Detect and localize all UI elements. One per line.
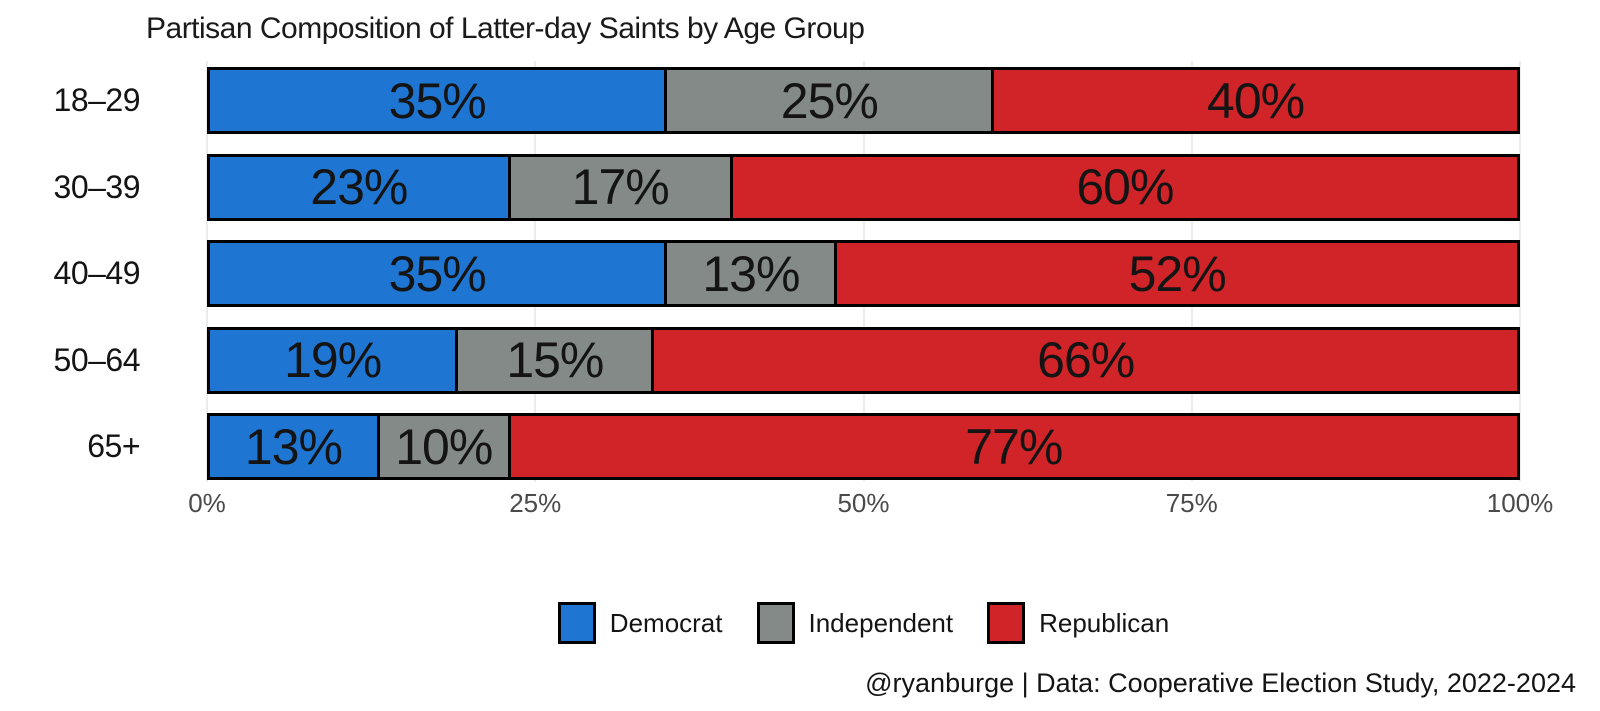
bar-segment-democrat: 19% [210,329,459,391]
democrat-swatch [557,602,596,644]
x-tick-label-75: 75% [1165,488,1218,518]
bar-segment-republican: 40% [994,70,1517,131]
legend-item-democrat: Democrat [557,602,723,644]
bar-row-65+: 13% 10% 77% [207,413,1520,480]
segment-value-label: 35% [388,245,487,302]
bar-segment-democrat: 35% [210,70,668,131]
segment-value-label: 13% [702,245,800,302]
segment-value-label: 40% [1207,72,1305,129]
x-tick-label-25: 25% [509,488,562,518]
legend-label: Republican [1039,607,1170,638]
x-tick-label-100: 100% [1486,488,1554,518]
segment-value-label: 17% [571,159,670,215]
caption: @ryanburge | Data: Cooperative Election … [865,668,1576,698]
bar-row-30–39: 23% 17% 60% [207,153,1520,221]
legend-item-republican: Republican [987,602,1169,644]
bar-segment-democrat: 35% [210,243,668,304]
segment-value-label: 77% [965,418,1063,475]
bar-row-40–49: 35% 13% 52% [207,240,1520,307]
republican-swatch [987,602,1026,644]
bar-segment-independent: 13% [667,243,838,304]
segment-value-label: 23% [310,159,408,215]
bar-segment-democrat: 23% [210,156,511,218]
segment-value-label: 25% [780,72,879,129]
segment-value-label: 66% [1037,332,1135,388]
segment-value-label: 35% [388,72,487,129]
legend-label: Democrat [609,607,723,638]
row-label-18–29: 18–29 [53,82,141,118]
bar-row-50–64: 19% 15% 66% [207,326,1520,394]
legend-item-independent: Independent [756,602,954,644]
bar-segment-republican: 66% [654,329,1517,391]
bar-segment-democrat: 13% [210,416,380,477]
row-label-30–39: 30–39 [53,168,141,205]
row-label-40–49: 40–49 [53,255,141,291]
bar-segment-republican: 60% [732,156,1517,218]
legend: Democrat Independent Republican [207,602,1520,644]
x-tick-label-50: 50% [837,488,890,518]
gridline-100pct [1519,61,1521,482]
legend-label: Independent [808,607,954,638]
segment-value-label: 19% [284,332,382,388]
segment-value-label: 13% [244,418,343,475]
bar-segment-republican: 52% [837,243,1517,304]
bar-segment-independent: 17% [510,156,733,218]
segment-value-label: 10% [395,418,493,475]
segment-value-label: 52% [1128,245,1227,302]
bar-segment-republican: 77% [510,416,1517,477]
segment-value-label: 15% [506,332,604,388]
row-label-65+: 65+ [87,428,140,464]
independent-swatch [756,602,795,644]
x-tick-label-0: 0% [188,488,226,518]
bar-segment-independent: 15% [458,329,655,391]
bar-segment-independent: 10% [379,416,511,477]
segment-value-label: 60% [1076,159,1174,215]
chart-title: Partisan Composition of Latter-day Saint… [146,12,865,45]
bar-segment-independent: 25% [667,70,995,131]
row-label-50–64: 50–64 [53,341,141,378]
bar-row-18–29: 35% 25% 40% [207,67,1520,134]
